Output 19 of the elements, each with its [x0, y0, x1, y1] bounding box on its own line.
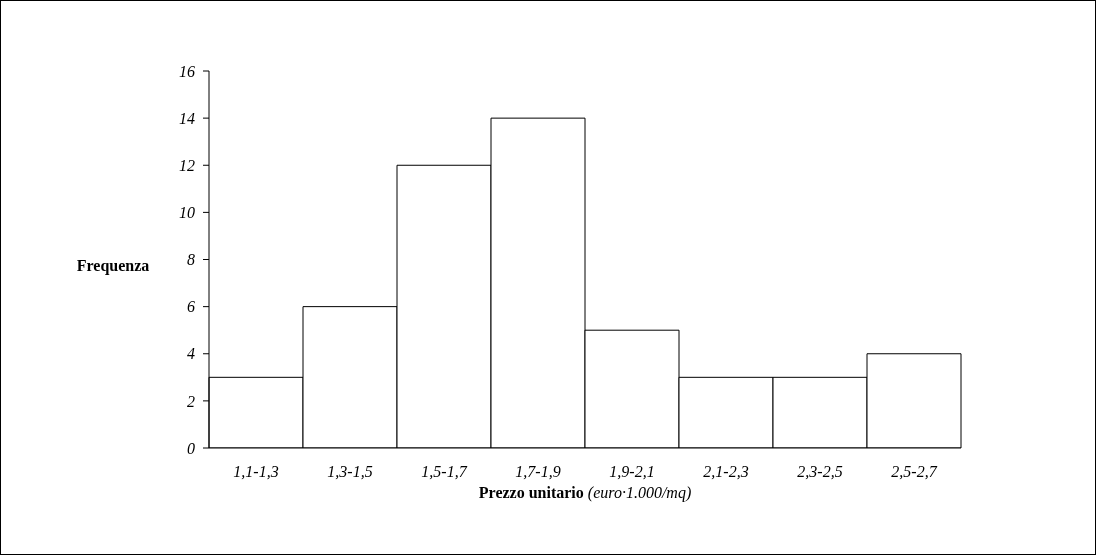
x-tick-label: 1,5-1,7 — [421, 463, 468, 481]
y-tick-label: 12 — [179, 156, 195, 174]
x-tick-label: 2,3-2,5 — [797, 463, 843, 481]
y-axis-title: Frequenza — [76, 257, 150, 275]
x-tick-label: 1,1-1,3 — [233, 463, 279, 481]
y-tick-label: 0 — [187, 439, 195, 457]
x-tick-label: 2,1-2,3 — [703, 463, 749, 481]
x-tick-label: 1,7-1,9 — [515, 463, 561, 481]
x-tick-label: 2,5-2,7 — [891, 463, 938, 481]
y-tick-label: 6 — [187, 298, 195, 316]
y-tick-label: 16 — [179, 62, 195, 80]
y-tick-label: 4 — [187, 345, 195, 363]
x-tick-label: 1,3-1,5 — [327, 463, 373, 481]
y-tick-label: 8 — [187, 251, 195, 269]
x-axis-title: Prezzo unitario (euro·1.000/mq) — [478, 484, 692, 502]
y-tick-label: 10 — [179, 204, 195, 222]
y-tick-label: 14 — [179, 109, 195, 127]
x-tick-label: 1,9-2,1 — [609, 463, 655, 481]
y-tick-label: 2 — [187, 392, 195, 410]
